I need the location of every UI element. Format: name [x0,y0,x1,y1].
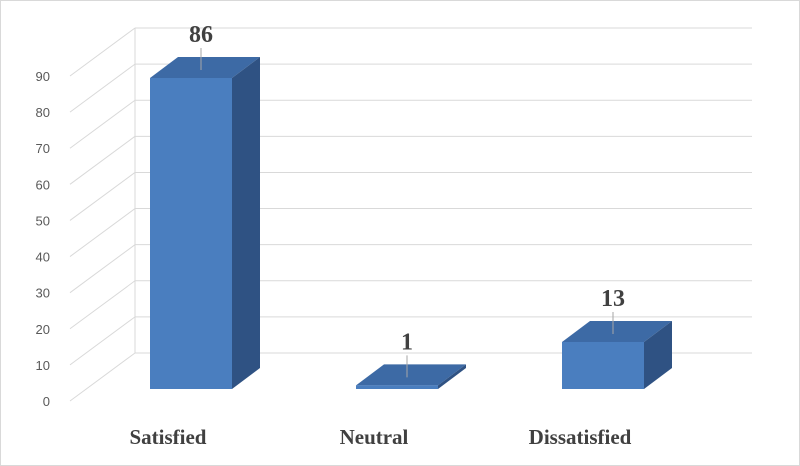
gridline-diagonal [69,280,136,330]
bar-side-face [644,320,672,389]
data-labels: 86 1 13 [189,22,625,378]
gridline-diagonal [69,208,136,257]
category-label: Dissatisfied [529,425,632,449]
gridline-diagonal [69,172,136,221]
gridline-diagonal [69,63,136,113]
data-label: 86 [189,22,213,48]
bar-side-face [232,57,260,389]
y-tick-label: 60 [36,177,50,192]
gridline-diagonal [69,352,136,402]
category-label: Satisfied [129,425,206,449]
gridline-diagonal [69,99,136,149]
y-axis-ticks: 0 10 20 30 40 50 60 70 80 90 [36,69,50,409]
y-tick-label: 40 [36,250,50,265]
y-tick-label: 80 [36,105,50,120]
y-tick-label: 90 [36,69,50,84]
y-tick-label: 0 [43,394,50,409]
bar-dissatisfied [562,341,644,389]
gridline-diagonal [69,27,136,77]
x-axis-categories: Satisfied Neutral Dissatisfied [129,425,631,449]
y-tick-label: 70 [36,141,50,156]
bar-top-face [150,57,260,78]
gridline-diagonal [69,316,136,366]
bar-top-face [356,364,466,386]
y-tick-label: 20 [36,322,50,337]
bar-top-face [562,320,672,342]
data-label: 1 [401,329,413,355]
category-label: Neutral [340,425,409,449]
data-label: 13 [601,286,625,312]
bar-side-face [438,364,466,389]
bar-satisfied [150,78,232,389]
gridline-diagonal [69,244,136,294]
bars [150,57,672,389]
bar-neutral [356,385,438,389]
gridline-diagonal [69,135,136,185]
y-tick-label: 10 [36,358,50,373]
y-tick-label: 30 [36,286,50,301]
y-tick-label: 50 [36,213,50,228]
